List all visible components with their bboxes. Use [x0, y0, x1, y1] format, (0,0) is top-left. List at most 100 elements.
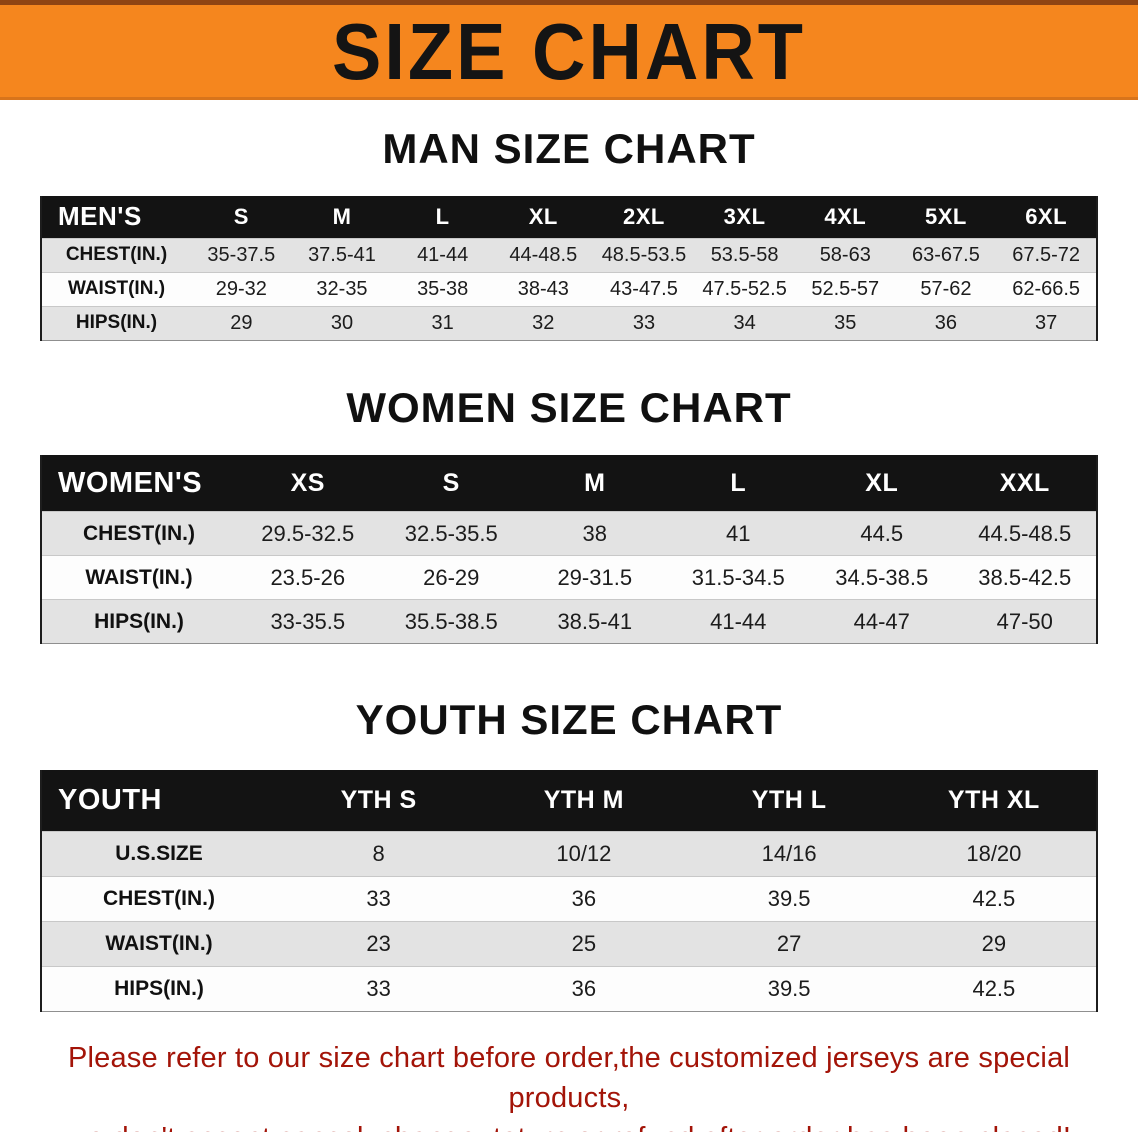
- measurement-row-label: HIPS(IN.): [41, 305, 191, 341]
- size-column-header: YTH XL: [891, 769, 1097, 832]
- size-value: 44-47: [810, 599, 954, 644]
- size-value: 44.5: [810, 511, 954, 556]
- size-value: 35: [794, 305, 896, 341]
- measurement-row-label: CHEST(IN.): [41, 876, 276, 922]
- size-column-header: YTH L: [686, 769, 892, 832]
- measurement-row-label: WAIST(IN.): [41, 271, 191, 307]
- size-value: 41: [666, 511, 810, 556]
- size-table-header-row: MEN'S S M L XL 2XL 3XL 4XL 5XL 6XL: [41, 196, 1097, 239]
- size-value: 39.5: [686, 876, 892, 922]
- size-column-header: XL: [810, 454, 954, 512]
- size-value: 27: [686, 921, 892, 967]
- size-value: 41-44: [666, 599, 810, 644]
- size-value: 38.5-42.5: [953, 555, 1097, 600]
- order-policy-line-2: we don't accept cancel, change, teturn o…: [14, 1118, 1124, 1132]
- size-column-header: XS: [236, 454, 380, 512]
- size-column-header: 3XL: [694, 196, 795, 239]
- size-value: 48.5-53.5: [593, 237, 695, 273]
- size-table-row: HIPS(IN.) 33-35.5 35.5-38.5 38.5-41 41-44 44-…: [41, 599, 1097, 644]
- size-table-row: CHEST(IN.) 33 36 39.5 42.5: [41, 876, 1097, 922]
- page-title: SIZE CHART: [332, 6, 806, 96]
- size-column-header: YTH S: [276, 769, 482, 832]
- size-value: 32.5-35.5: [379, 511, 523, 556]
- size-value: 29-31.5: [523, 555, 667, 600]
- size-value: 41-44: [392, 237, 493, 273]
- row-label-header: YOUTH: [41, 769, 276, 832]
- size-value: 18/20: [891, 831, 1097, 877]
- size-value: 67.5-72: [996, 237, 1097, 273]
- size-value: 37: [996, 305, 1097, 341]
- youth-section-heading: YOUTH SIZE CHART: [355, 696, 783, 744]
- size-value: 42.5: [891, 966, 1097, 1012]
- size-value: 53.5-58: [694, 237, 795, 273]
- youth-size-table: YOUTH YTH S YTH M YTH L YTH XL U.S.SIZE 8 10/12…: [40, 769, 1098, 1013]
- size-value: 23: [276, 921, 482, 967]
- size-value: 8: [276, 831, 482, 877]
- order-policy-line-1: Please refer to our size chart before or…: [67, 1042, 1071, 1115]
- size-column-header: 6XL: [996, 196, 1097, 239]
- size-value: 43-47.5: [593, 271, 695, 307]
- size-value: 36: [481, 876, 687, 922]
- size-value: 42.5: [891, 876, 1097, 922]
- size-column-header: S: [379, 454, 523, 512]
- men-size-section: MAN SIZE CHART MEN'S S M L XL 2XL 3XL 4XL 5XL 6XL…: [0, 125, 1138, 341]
- youth-size-section: YOUTH SIZE CHART YOUTH YTH S YTH M YTH L YTH…: [0, 696, 1138, 1013]
- measurement-row-label: CHEST(IN.): [41, 237, 191, 273]
- size-value: 63-67.5: [895, 237, 997, 273]
- size-table-row: HIPS(IN.) 33 36 39.5 42.5: [41, 966, 1097, 1012]
- size-value: 31: [392, 305, 493, 341]
- size-value: 25: [481, 921, 687, 967]
- size-column-header: M: [291, 196, 393, 239]
- women-section-heading: WOMEN SIZE CHART: [346, 383, 792, 431]
- size-value: 35-38: [392, 271, 493, 307]
- size-value: 44.5-48.5: [953, 511, 1097, 556]
- size-column-header: L: [392, 196, 493, 239]
- size-value: 58-63: [794, 237, 896, 273]
- size-value: 35-37.5: [191, 237, 292, 273]
- size-value: 47-50: [953, 599, 1097, 644]
- measurement-row-label: U.S.SIZE: [41, 831, 276, 877]
- size-value: 29: [891, 921, 1097, 967]
- order-policy-note: Please refer to our size chart before or…: [14, 1038, 1124, 1132]
- size-column-header: M: [523, 454, 667, 512]
- size-value: 14/16: [686, 831, 892, 877]
- men-size-table: MEN'S S M L XL 2XL 3XL 4XL 5XL 6XL CHEST(IN.) 35-37…: [40, 196, 1098, 341]
- measurement-row-label: WAIST(IN.): [41, 555, 236, 600]
- size-value: 34: [694, 305, 795, 341]
- size-table-row: HIPS(IN.) 29 30 31 32 33 34 35 36 37: [41, 305, 1097, 341]
- size-value: 31.5-34.5: [666, 555, 810, 600]
- size-value: 57-62: [895, 271, 997, 307]
- size-table-header-row: YOUTH YTH S YTH M YTH L YTH XL: [41, 769, 1097, 832]
- size-table-row: WAIST(IN.) 23 25 27 29: [41, 921, 1097, 967]
- size-value: 26-29: [379, 555, 523, 600]
- size-value: 52.5-57: [794, 271, 896, 307]
- women-size-section: WOMEN SIZE CHART WOMEN'S XS S M L XL XXL CHEST(…: [0, 383, 1138, 645]
- row-label-header: WOMEN'S: [41, 454, 236, 512]
- size-table-header-row: WOMEN'S XS S M L XL XXL: [41, 454, 1097, 512]
- size-value: 33-35.5: [236, 599, 380, 644]
- size-table-row: CHEST(IN.) 29.5-32.5 32.5-35.5 38 41 44.5 44.5…: [41, 511, 1097, 556]
- size-value: 10/12: [481, 831, 687, 877]
- size-value: 36: [895, 305, 997, 341]
- size-column-header: 2XL: [593, 196, 695, 239]
- size-value: 36: [481, 966, 687, 1012]
- size-value: 38.5-41: [523, 599, 667, 644]
- size-value: 29-32: [191, 271, 292, 307]
- measurement-row-label: CHEST(IN.): [41, 511, 236, 556]
- size-value: 47.5-52.5: [694, 271, 795, 307]
- size-value: 30: [291, 305, 393, 341]
- size-value: 35.5-38.5: [379, 599, 523, 644]
- size-table-row: CHEST(IN.) 35-37.5 37.5-41 41-44 44-48.5 48.5…: [41, 237, 1097, 273]
- size-column-header: 4XL: [794, 196, 896, 239]
- size-value: 33: [276, 966, 482, 1012]
- size-value: 62-66.5: [996, 271, 1097, 307]
- size-value: 38: [523, 511, 667, 556]
- size-column-header: L: [666, 454, 810, 512]
- size-column-header: YTH M: [481, 769, 687, 832]
- women-size-table: WOMEN'S XS S M L XL XXL CHEST(IN.) 29.5-32.5 32.5…: [40, 454, 1098, 645]
- size-value: 29: [191, 305, 292, 341]
- measurement-row-label: HIPS(IN.): [41, 599, 236, 644]
- size-value: 34.5-38.5: [810, 555, 954, 600]
- size-value: 29.5-32.5: [236, 511, 380, 556]
- size-chart-banner: SIZE CHART: [0, 0, 1138, 100]
